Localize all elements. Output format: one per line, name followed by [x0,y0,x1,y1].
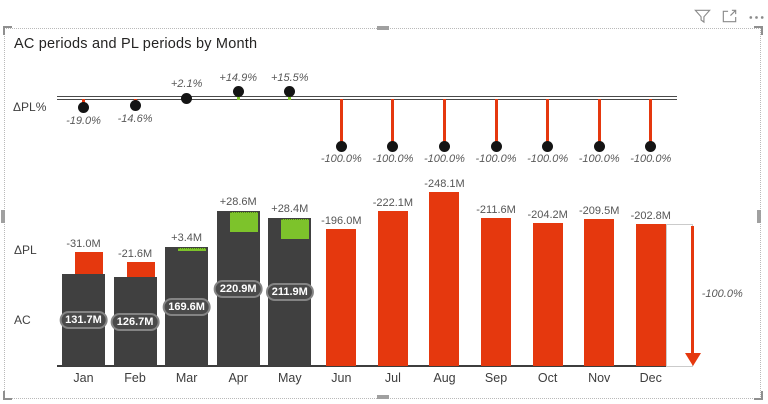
value-label-jan: -31.0M [66,238,101,251]
month-label-mar: Mar [175,371,198,385]
bar-pl-oct[interactable] [532,223,563,366]
pl-pct-axis-line [57,96,677,100]
value-label-jul: -222.1M [372,196,414,209]
lollipop-dot-nov[interactable] [593,140,605,152]
total-variance-box [665,224,693,367]
ac-badge-may[interactable]: 211.9M [265,282,314,301]
variance-bar-may[interactable] [281,218,310,239]
lollipop-stem-oct [546,99,550,147]
ac-badge-mar[interactable]: 169.6M [162,297,211,316]
lollipop-dot-apr[interactable] [232,86,244,98]
month-label-jan: Jan [73,371,94,385]
value-label-sep: -211.6M [476,203,516,216]
lollipop-dot-aug[interactable] [438,140,450,152]
lollipop-dot-jun[interactable] [335,140,347,152]
resize-handle-left[interactable] [1,210,5,223]
pct-label-dec: -100.0% [630,153,672,165]
resize-handle-bottom-right[interactable] [754,391,763,400]
value-label-apr: +28.6M [219,196,257,209]
month-label-may: May [277,371,302,385]
lollipop-stem-aug [442,99,446,147]
month-label-jul: Jul [384,371,401,385]
value-label-oct: -204.2M [527,209,568,222]
month-label-sep: Sep [484,371,508,385]
month-label-jun: Jun [331,371,352,385]
pct-label-jun: -100.0% [320,153,362,165]
total-variance-arrow [691,226,695,354]
ac-badge-feb[interactable]: 126.7M [110,312,160,331]
variance-bar-apr[interactable] [229,212,258,233]
pct-label-aug: -100.0% [423,153,465,165]
ac-badge-apr[interactable]: 220.9M [213,279,263,298]
lollipop-stem-jul [391,99,395,147]
value-label-nov: -209.5M [579,205,620,218]
row-label-delta-pl-pct: ΔPL% [13,100,47,114]
variance-bar-mar[interactable] [178,248,207,251]
lollipop-stem-sep [494,99,498,147]
month-label-aug: Aug [433,371,456,385]
ac-badge-jan[interactable]: 131.7M [59,310,108,329]
lollipop-dot-jan[interactable] [78,102,89,114]
pct-label-may: +15.5% [270,71,309,84]
total-variance-label: -100.0% [701,288,743,301]
lollipop-dot-dec[interactable] [645,140,657,152]
lollipop-dot-feb[interactable] [129,100,141,112]
resize-handle-top-right[interactable] [754,26,763,35]
more-options-icon[interactable] [747,7,766,26]
total-variance-arrowhead [684,353,701,366]
value-label-mar: +3.4M [171,232,203,245]
bar-pl-aug[interactable] [429,192,460,366]
bar-pl-sep[interactable] [481,217,512,366]
pct-label-jul: -100.0% [372,153,414,165]
month-label-feb: Feb [124,371,146,385]
pct-label-oct: -100.0% [527,153,569,165]
lollipop-dot-oct[interactable] [542,140,554,152]
visual-header [693,6,766,26]
resize-handle-bottom[interactable] [377,395,389,399]
pct-label-mar: +2.1% [170,78,203,90]
filter-icon[interactable] [693,7,712,26]
resize-handle-top[interactable] [377,26,389,30]
value-label-aug: -248.1M [424,178,465,191]
x-axis-baseline [57,365,672,367]
lollipop-stem-nov [597,99,601,147]
resize-handle-right[interactable] [757,210,761,223]
month-label-apr: Apr [228,371,248,385]
pct-label-apr: +14.9% [219,71,258,84]
pct-label-sep: -100.0% [475,153,517,165]
lollipop-stem-dec [649,99,653,147]
month-label-nov: Nov [588,371,611,385]
resize-handle-bottom-left[interactable] [3,391,12,400]
variance-bar-jan[interactable] [75,252,103,274]
value-label-jun: -196.0M [321,214,362,227]
pct-label-nov: -100.0% [578,153,620,165]
bar-pl-jul[interactable] [377,210,408,366]
bar-pl-dec[interactable] [635,224,666,366]
value-label-feb: -21.6M [117,248,153,261]
row-label-delta-pl: ΔPL [14,243,37,257]
chart-title: AC periods and PL periods by Month [14,36,258,52]
month-label-oct: Oct [537,371,558,385]
row-label-ac: AC [14,313,31,327]
pct-label-jan: -19.0% [66,114,101,127]
focus-mode-icon[interactable] [720,7,739,26]
pct-label-feb: -14.6% [117,112,153,125]
lollipop-dot-may[interactable] [284,86,296,98]
month-label-dec: Dec [639,371,662,385]
lollipop-dot-mar[interactable] [181,92,193,104]
value-label-dec: -202.8M [630,210,671,223]
lollipop-dot-jul[interactable] [387,140,399,152]
variance-bar-feb[interactable] [126,262,155,278]
value-label-may: +28.4M [271,202,309,215]
resize-handle-top-left[interactable] [3,26,12,35]
bar-pl-jun[interactable] [326,228,357,366]
bar-pl-nov[interactable] [584,219,615,366]
lollipop-dot-sep[interactable] [490,140,502,152]
lollipop-stem-jun [339,99,343,147]
